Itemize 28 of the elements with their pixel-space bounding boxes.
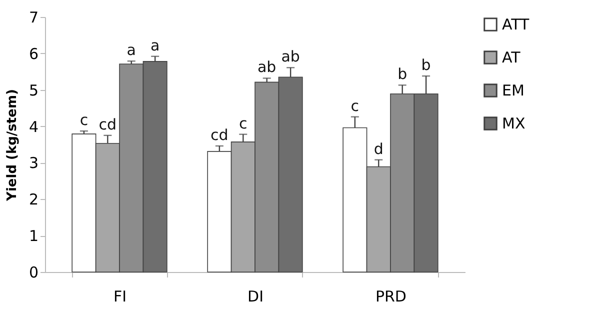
legend-label: ATT [502,16,530,34]
x-tick-label: PRD [375,288,406,306]
x-tick-label: FI [113,288,127,306]
data-label: c [80,111,88,130]
y-tick-label: 3 [28,154,38,172]
data-label: b [421,56,431,74]
data-label: cd [98,115,117,134]
data-label: b [398,65,408,84]
y-tick-label: 0 [28,264,38,282]
y-tick-label: 7 [28,8,38,26]
x-tick-label: DI [248,288,264,306]
data-label: a [126,41,136,60]
y-tick-label: 1 [28,227,38,246]
legend-label: EM [502,82,524,100]
y-tick-label: 5 [28,81,38,100]
y-axis-title: Yield (kg/stem) [4,89,20,202]
data-label: d [374,140,384,158]
data-label: c [239,114,248,132]
legend-label: AT [502,48,522,66]
data-label: c [350,96,360,115]
data-label: cd [210,126,228,144]
y-tick-label: 6 [28,44,38,63]
data-label: ab [281,48,300,66]
data-label: ab [257,58,276,76]
legend-label: MX [502,114,526,132]
y-tick-label: 4 [28,118,38,136]
data-label: a [150,36,160,54]
y-tick-label: 2 [28,190,38,209]
